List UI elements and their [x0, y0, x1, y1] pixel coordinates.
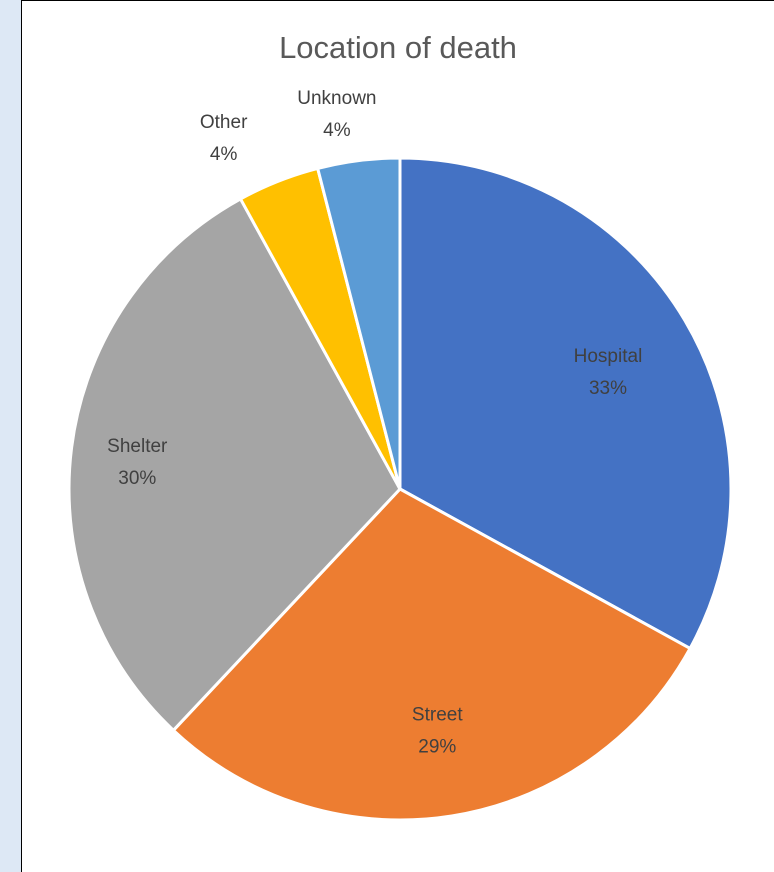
- slice-label-shelter: Shelter: [107, 436, 168, 457]
- pie-slices: [67, 156, 733, 822]
- pie-labels: Hospital 33% Street 29% Shelter 30% Other 4% Unk…: [107, 88, 642, 757]
- pie-slice-hospital: [398, 156, 733, 650]
- pie-slice-shelter: [67, 197, 402, 732]
- pie-slice-street: [171, 487, 692, 822]
- slice-percent-hospital: 33%: [589, 378, 627, 399]
- slice-label-other: Other: [200, 112, 248, 133]
- slice-percent-shelter: 30%: [118, 468, 156, 489]
- slice-label-unknown: Unknown: [297, 88, 376, 109]
- slice-percent-street: 29%: [418, 736, 456, 757]
- slice-label-hospital: Hospital: [574, 346, 643, 367]
- slice-percent-other: 4%: [210, 144, 238, 165]
- pie-slice-unknown: [316, 156, 402, 491]
- slice-label-street: Street: [412, 704, 463, 725]
- chart-title: Location of death: [279, 30, 517, 65]
- slice-percent-unknown: 4%: [323, 120, 351, 141]
